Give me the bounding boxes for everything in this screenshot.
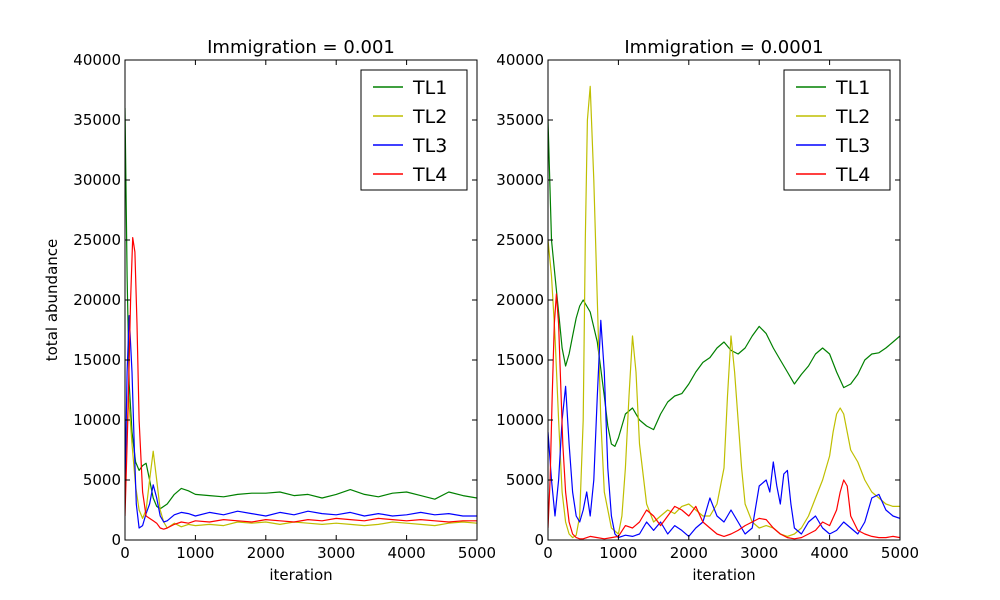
x-tick-label: 1000 <box>176 544 214 562</box>
series-line-tl2 <box>548 85 900 539</box>
series-line-tl3 <box>125 315 477 529</box>
y-tick-label: 30000 <box>496 171 544 189</box>
legend-label-tl3: TL3 <box>412 135 447 157</box>
chart-title: Immigration = 0.001 <box>207 37 395 58</box>
series-line-tl2 <box>125 395 477 529</box>
y-tick-label: 20000 <box>73 291 121 309</box>
y-tick-label: 15000 <box>73 351 121 369</box>
legend: TL1 TL2 TL3 TL4 <box>360 69 468 191</box>
right-chart-panel: 0 1000 2000 3000 4000 5000 0 5000 10000 15000 2000… <box>496 37 919 584</box>
y-tick-label: 30000 <box>73 171 121 189</box>
y-tick-label: 25000 <box>496 231 544 249</box>
x-tick-label: 3000 <box>740 544 778 562</box>
legend-label-tl1: TL1 <box>412 77 447 99</box>
legend-label-tl3: TL3 <box>835 135 870 157</box>
x-tick-label: 4000 <box>388 544 426 562</box>
y-tick-label: 35000 <box>73 111 121 129</box>
x-tick-label: 4000 <box>811 544 849 562</box>
legend-frame <box>360 69 468 191</box>
y-tick-label: 25000 <box>73 231 121 249</box>
x-tick-label: 0 <box>543 544 553 562</box>
x-tick-label: 2000 <box>670 544 708 562</box>
legend-label-tl4: TL4 <box>835 164 870 186</box>
x-tick-label: 5000 <box>881 544 919 562</box>
x-axis-label: iteration <box>692 566 755 584</box>
x-tick-label: 5000 <box>458 544 496 562</box>
y-tick-label: 0 <box>534 531 544 549</box>
legend-label-tl1: TL1 <box>835 77 870 99</box>
series-lines <box>125 107 477 530</box>
y-tick-label: 5000 <box>506 471 544 489</box>
y-tick-label: 40000 <box>73 51 121 69</box>
legend-label-tl4: TL4 <box>412 164 447 186</box>
y-tick-label: 35000 <box>496 111 544 129</box>
y-axis-label: total abundance <box>43 239 61 362</box>
series-line-tl1 <box>125 107 477 510</box>
x-axis-label: iteration <box>269 566 332 584</box>
y-tick-label: 5000 <box>83 471 121 489</box>
y-tick-label: 20000 <box>496 291 544 309</box>
y-tick-label: 0 <box>111 531 121 549</box>
series-line-tl4 <box>548 293 900 540</box>
legend-label-tl2: TL2 <box>412 106 447 128</box>
legend-label-tl2: TL2 <box>835 106 870 128</box>
x-tick-label: 0 <box>120 544 130 562</box>
series-line-tl4 <box>125 237 477 530</box>
y-tick-label: 40000 <box>496 51 544 69</box>
legend: TL1 TL2 TL3 TL4 <box>783 69 891 191</box>
legend-frame <box>783 69 891 191</box>
series-lines <box>548 85 900 540</box>
left-chart-panel: 0 1000 2000 3000 4000 5000 0 5000 10000 15000 2000… <box>73 37 496 584</box>
x-tick-label: 1000 <box>599 544 637 562</box>
y-tick-label: 10000 <box>73 411 121 429</box>
x-tick-label: 2000 <box>247 544 285 562</box>
chart-title: Immigration = 0.0001 <box>624 37 823 58</box>
y-tick-label: 15000 <box>496 351 544 369</box>
y-tick-label: 10000 <box>496 411 544 429</box>
x-tick-label: 3000 <box>317 544 355 562</box>
series-line-tl1 <box>548 119 900 447</box>
